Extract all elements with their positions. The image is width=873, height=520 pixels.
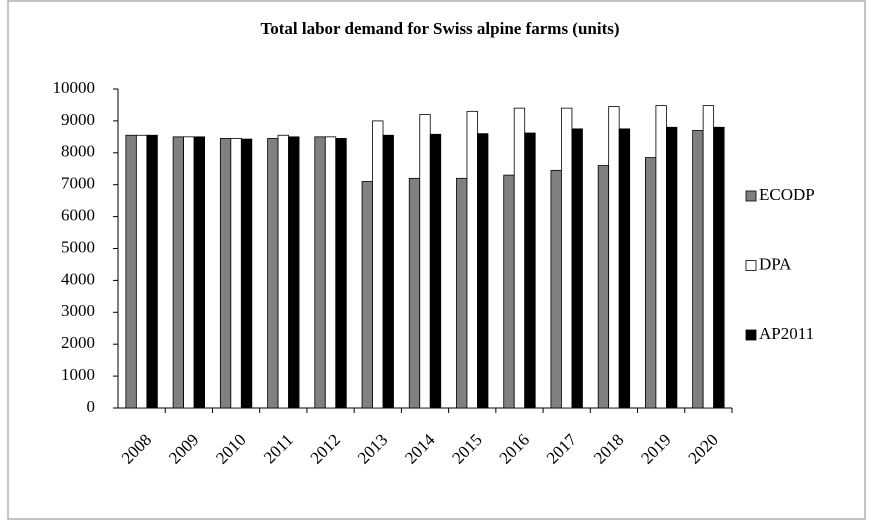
bar xyxy=(618,128,631,409)
y-tick-label: 7000 xyxy=(61,174,95,193)
bar xyxy=(219,138,232,409)
bar xyxy=(561,107,573,409)
bar xyxy=(429,133,442,409)
bar xyxy=(382,134,394,409)
bar xyxy=(456,177,468,409)
legend-swatch xyxy=(745,190,757,202)
y-tick-label: 1000 xyxy=(61,365,95,384)
chart-title: Total labor demand for Swiss alpine farm… xyxy=(260,19,619,38)
legend-label: DPA xyxy=(759,254,792,273)
y-tick-label: 2000 xyxy=(61,333,95,352)
bar xyxy=(172,136,184,409)
bar xyxy=(183,136,195,409)
bar xyxy=(361,181,373,409)
bar xyxy=(372,120,384,409)
y-tick-label: 9000 xyxy=(61,110,95,129)
legend-label: ECODP xyxy=(759,185,815,204)
bar xyxy=(645,157,657,409)
bar xyxy=(230,138,242,409)
bar xyxy=(477,133,489,409)
bar xyxy=(288,136,300,409)
bar xyxy=(146,134,158,409)
bar xyxy=(503,174,515,409)
bar xyxy=(277,134,289,409)
bar xyxy=(324,136,337,409)
bar xyxy=(655,105,667,409)
bar xyxy=(702,105,715,409)
bar xyxy=(608,106,620,409)
bar xyxy=(314,136,326,409)
bar xyxy=(666,126,678,409)
bar xyxy=(571,128,583,409)
y-tick-label: 3000 xyxy=(61,301,95,320)
bar xyxy=(419,114,431,409)
bar xyxy=(550,169,562,409)
bar xyxy=(335,138,347,409)
bar xyxy=(513,107,526,409)
bar xyxy=(408,177,421,409)
bar xyxy=(597,165,610,409)
legend-swatch xyxy=(745,260,757,271)
bar xyxy=(524,132,536,409)
y-tick-label: 6000 xyxy=(61,206,95,225)
bar xyxy=(125,134,137,409)
bar xyxy=(193,136,205,409)
y-tick-label: 8000 xyxy=(61,142,95,161)
legend-swatch xyxy=(745,329,757,341)
bar xyxy=(713,126,725,409)
bar xyxy=(240,138,253,409)
bar xyxy=(135,134,148,409)
y-tick-label: 5000 xyxy=(61,237,95,256)
y-tick-label: 0 xyxy=(87,397,96,416)
legend-label: AP2011 xyxy=(759,324,814,343)
y-tick-label: 4000 xyxy=(61,269,95,288)
bar xyxy=(267,138,279,409)
bar xyxy=(466,110,478,409)
bar xyxy=(692,130,704,409)
y-tick-label: 10000 xyxy=(53,78,96,97)
